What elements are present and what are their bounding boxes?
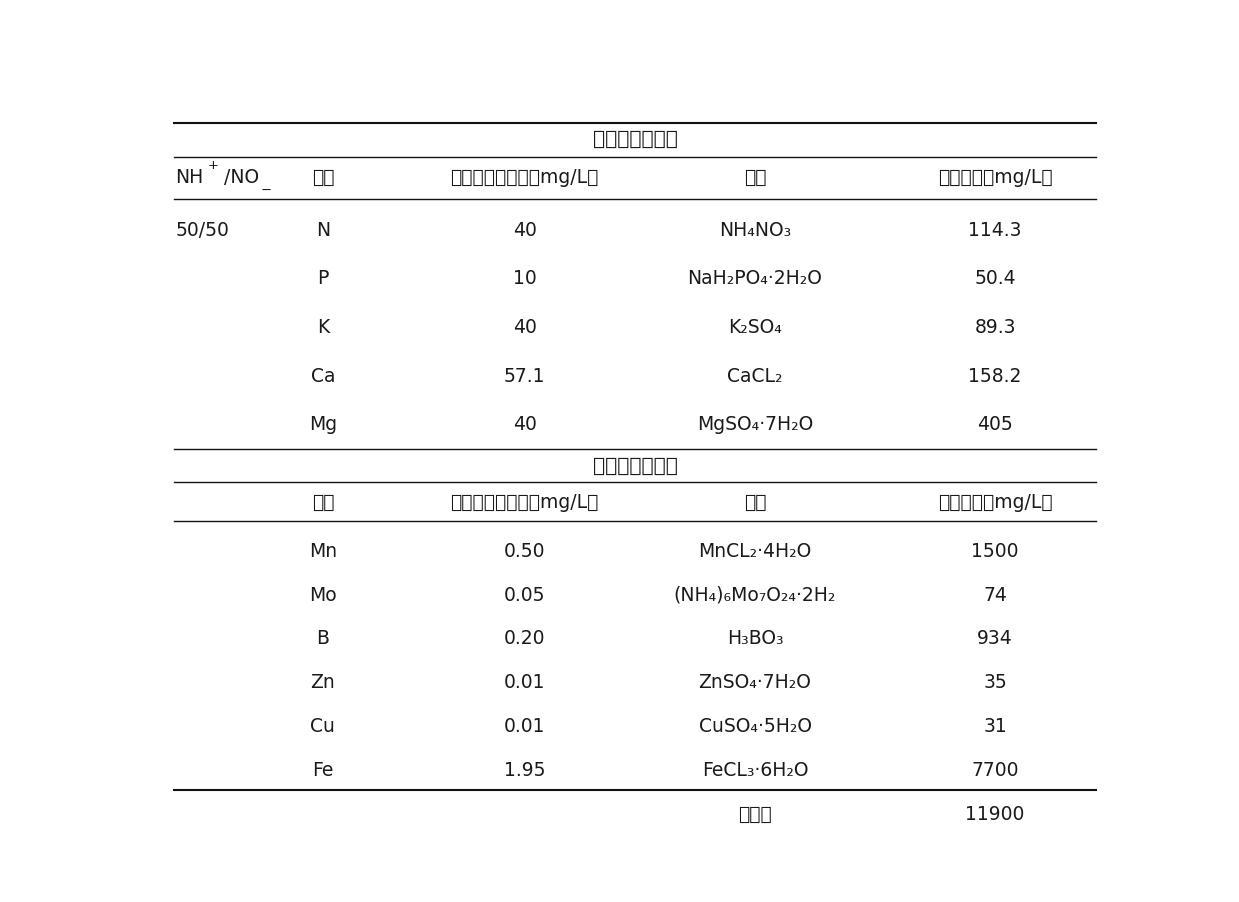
Text: 盐类: 盐类 [743,168,766,188]
Text: 1500: 1500 [971,541,1018,560]
Text: 盐类: 盐类 [743,492,766,511]
Text: 0.01: 0.01 [504,716,545,735]
Text: 50/50: 50/50 [176,220,229,239]
Text: +: + [208,159,219,171]
Text: FeCL₃·6H₂O: FeCL₃·6H₂O [701,760,808,779]
Text: 10: 10 [513,269,536,288]
Text: 89.3: 89.3 [974,318,1016,336]
Text: 0.20: 0.20 [504,629,545,648]
Text: 1.95: 1.95 [504,760,545,779]
Text: /NO: /NO [224,168,259,188]
Text: Zn: Zn [311,672,336,692]
Text: 57.1: 57.1 [504,366,545,385]
Text: 柠橬酸: 柠橬酸 [738,804,772,823]
Text: Ca: Ca [311,366,336,385]
Text: N: N [316,220,330,239]
Text: MgSO₄·7H₂O: MgSO₄·7H₂O [696,415,813,434]
Text: K₂SO₄: K₂SO₄ [729,318,782,336]
Text: Mo: Mo [309,584,337,604]
Text: 11900: 11900 [965,804,1025,823]
Text: Mn: Mn [309,541,337,560]
Text: 微量元素储备液: 微量元素储备液 [592,456,678,475]
Text: 40: 40 [513,415,536,434]
Text: Fe: Fe [312,760,333,779]
Text: 40: 40 [513,220,536,239]
Text: (NH₄)₆Mo₇O₂₄·2H₂: (NH₄)₆Mo₇O₂₄·2H₂ [674,584,836,604]
Text: NH₄NO₃: NH₄NO₃ [719,220,792,239]
Text: CuSO₄·5H₂O: CuSO₄·5H₂O [699,716,812,735]
Text: ZnSO₄·7H₂O: ZnSO₄·7H₂O [699,672,812,692]
Text: 元素: 元素 [312,168,335,188]
Text: 0.05: 0.05 [504,584,545,604]
Text: 0.01: 0.01 [504,672,545,692]
Text: 盐类用量（mg/L）: 盐类用量（mg/L） [938,492,1052,511]
Text: NH: NH [175,168,203,188]
Text: 元素: 元素 [312,492,335,511]
Text: 50.4: 50.4 [974,269,1016,288]
Text: 114.3: 114.3 [969,220,1022,239]
Text: B: B [316,629,330,648]
Text: 40: 40 [513,318,536,336]
Text: 0.50: 0.50 [504,541,545,560]
Text: 营养液元素浓度（mg/L）: 营养液元素浓度（mg/L） [450,492,598,511]
Text: K: K [317,318,330,336]
Text: CaCL₂: CaCL₂ [727,366,783,385]
Text: H₃BO₃: H₃BO₃ [727,629,783,648]
Text: 31: 31 [984,716,1007,735]
Text: 405: 405 [978,415,1014,434]
Text: −: − [260,184,271,197]
Text: P: P [317,269,328,288]
Text: NaH₂PO₄·2H₂O: NaH₂PO₄·2H₂O [688,269,823,288]
Text: 934: 934 [978,629,1014,648]
Text: 7700: 7700 [971,760,1018,779]
Text: 大量元素储备液: 大量元素储备液 [592,130,678,149]
Text: 74: 74 [983,584,1007,604]
Text: 158.2: 158.2 [969,366,1022,385]
Text: Mg: Mg [309,415,337,434]
Text: MnCL₂·4H₂O: MnCL₂·4H₂O [699,541,812,560]
Text: 35: 35 [984,672,1007,692]
Text: 盐类用量（mg/L）: 盐类用量（mg/L） [938,168,1052,188]
Text: 营养液元素浓度（mg/L）: 营养液元素浓度（mg/L） [450,168,598,188]
Text: Cu: Cu [311,716,336,735]
